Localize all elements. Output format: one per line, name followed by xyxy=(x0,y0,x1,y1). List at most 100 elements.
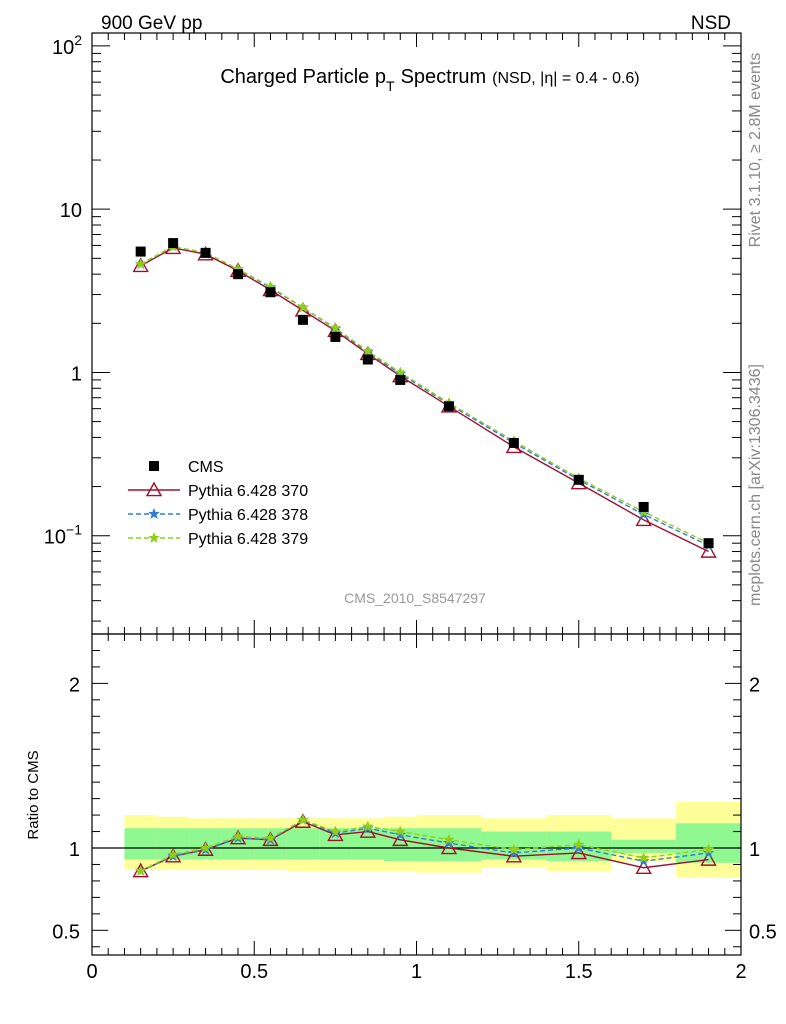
ratio-ytick-label-right: 1 xyxy=(749,839,760,861)
green-band-7 xyxy=(351,828,385,860)
chart-title-note: (NSD, |η| = 0.4 - 0.6) xyxy=(492,70,639,87)
main-point-series-0 xyxy=(330,331,341,342)
main-point-series-3 xyxy=(134,258,147,270)
ratio-point-series-1 xyxy=(700,851,717,866)
ratio-ytick-label-right: 0.5 xyxy=(749,921,777,943)
main-point-series-0 xyxy=(168,238,179,249)
mcplots-label: mcplots.cern.ch [arXiv:1306.3436] xyxy=(747,364,764,606)
ratio-point-series-2 xyxy=(443,836,455,849)
chart-title-main: Charged Particle p xyxy=(220,66,386,88)
chart-title-word: Spectrum xyxy=(401,66,487,88)
ratio-point-series-3 xyxy=(232,830,244,842)
main-point-series-3 xyxy=(361,344,374,357)
ratio-point-series-1 xyxy=(635,859,652,875)
main-point-series-3 xyxy=(394,366,407,378)
x-tick-label: 1.5 xyxy=(565,961,593,983)
ratio-point-series-1 xyxy=(570,844,587,860)
ratio-point-series-2 xyxy=(702,846,715,858)
ratio-point-series-1 xyxy=(505,847,523,863)
ratio-point-series-3 xyxy=(637,851,650,863)
ratio-point-series-3 xyxy=(443,833,455,845)
main-ytick-label: 10−1 xyxy=(44,522,82,549)
legend-label-1: Pythia 6.428 370 xyxy=(188,483,308,500)
main-point-series-0 xyxy=(443,401,454,412)
green-band-13 xyxy=(676,823,741,863)
main-panel: 10−1 1 10 102 Charged Particle pT Spectrum (N… xyxy=(44,32,742,635)
main-point-series-0 xyxy=(573,474,584,485)
x-tick-label: 1 xyxy=(411,961,422,983)
main-point-series-1 xyxy=(132,257,149,273)
legend-label-3: Pythia 6.428 379 xyxy=(188,531,308,548)
main-point-series-3 xyxy=(297,301,309,313)
main-point-series-0 xyxy=(508,437,519,448)
ratio-panel: 0.5 0.5 1 1 2 2 Ratio to CMS xyxy=(25,633,777,956)
x-tick-label: 0 xyxy=(86,961,97,983)
ratio-ytick-label-left: 2 xyxy=(69,674,80,696)
ratio-point-series-3 xyxy=(361,820,374,832)
ratio-ylabel: Ratio to CMS xyxy=(25,750,42,839)
ratio-point-series-3 xyxy=(264,831,277,844)
ratio-ticks xyxy=(91,634,742,955)
main-point-series-1 xyxy=(700,543,717,558)
legend-marker-0 xyxy=(149,461,159,471)
ratio-frame xyxy=(91,633,742,956)
main-point-series-0 xyxy=(135,246,146,257)
ratio-point-series-3 xyxy=(329,825,342,837)
x-tick-label: 0.5 xyxy=(240,961,268,983)
legend-marker-3 xyxy=(148,531,160,544)
chart-title-subscript: T xyxy=(386,78,395,94)
rivet-label: Rivet 3.1.10, ≥ 2.8M events xyxy=(747,53,764,248)
main-point-series-0 xyxy=(638,501,649,512)
ratio-ytick-label-right: 2 xyxy=(749,674,760,696)
ratio-point-series-3 xyxy=(199,841,212,854)
ratio-point-series-1 xyxy=(359,823,377,838)
x-tick-labels: 0 0.5 1 1.5 2 xyxy=(86,961,746,983)
main-point-series-0 xyxy=(297,314,308,325)
x-tick-label: 2 xyxy=(735,961,746,983)
legend: CMS Pythia 6.428 370 Pythia 6.428 378 Pythi… xyxy=(128,459,308,548)
header-left: 900 GeV pp xyxy=(101,13,202,34)
main-ytick-label: 102 xyxy=(52,32,82,59)
legend-label-2: Pythia 6.428 378 xyxy=(188,507,308,524)
ratio-series xyxy=(132,813,717,878)
analysis-id: CMS_2010_S8547297 xyxy=(344,590,486,606)
legend-label-0: CMS xyxy=(188,459,224,476)
ratio-point-series-2 xyxy=(637,854,650,867)
main-y-tick-labels: 10−1 1 10 102 xyxy=(44,32,82,549)
main-line-series-3 xyxy=(140,245,709,544)
ratio-ytick-label-left: 0.5 xyxy=(52,921,80,943)
ratio-point-series-3 xyxy=(572,838,585,850)
ratio-point-series-2 xyxy=(507,846,520,858)
green-band-5 xyxy=(286,828,320,860)
ratio-y-tick-labels: 0.5 0.5 1 1 2 2 xyxy=(52,674,777,943)
main-ytick-label: 10 xyxy=(60,200,82,222)
main-point-series-0 xyxy=(265,287,276,298)
ratio-point-series-3 xyxy=(702,843,715,855)
header-right: NSD xyxy=(691,13,731,34)
ratio-ytick-label-left: 1 xyxy=(69,839,80,861)
ratio-point-series-2 xyxy=(572,841,585,854)
main-point-series-0 xyxy=(200,247,211,258)
main-series xyxy=(132,238,717,558)
main-ticks xyxy=(91,33,742,634)
green-band-0 xyxy=(124,828,157,860)
ratio-point-series-3 xyxy=(134,864,147,877)
main-line-series-1 xyxy=(140,247,709,553)
ratio-point-series-1 xyxy=(327,826,344,842)
main-point-series-0 xyxy=(395,374,406,385)
ratio-point-series-3 xyxy=(394,825,407,837)
main-point-series-3 xyxy=(329,321,342,334)
green-band-12 xyxy=(611,839,677,853)
ratio-point-series-3 xyxy=(507,843,520,855)
main-point-series-0 xyxy=(703,538,714,549)
main-ytick-label: 1 xyxy=(71,363,82,385)
ratio-point-series-1 xyxy=(440,839,458,855)
legend-marker-2 xyxy=(148,507,160,520)
chart-title: Charged Particle pT Spectrum (NSD, |η| = 0… xyxy=(220,66,639,94)
ratio-point-series-3 xyxy=(297,813,309,826)
ratio-point-series-3 xyxy=(167,848,180,860)
ratio-point-series-1 xyxy=(392,831,409,847)
main-point-series-0 xyxy=(233,269,244,280)
ratio-point-series-2 xyxy=(394,828,407,840)
